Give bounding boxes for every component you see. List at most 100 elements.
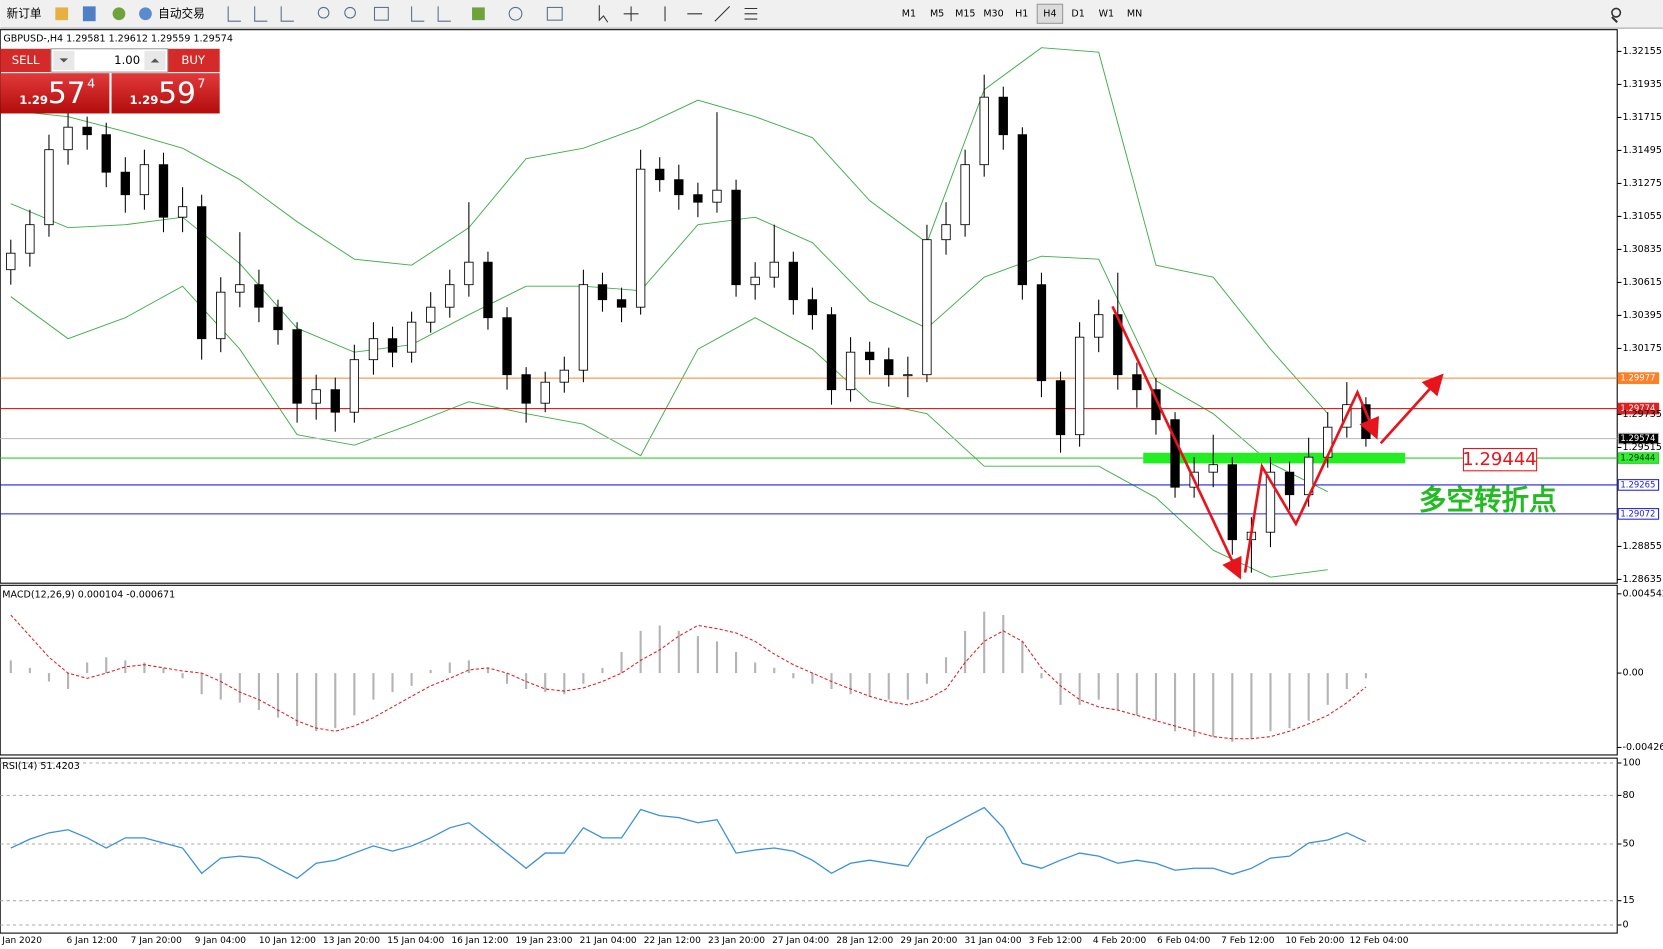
macd-bar — [200, 673, 203, 695]
new-order-button[interactable]: 新订单 — [7, 6, 42, 20]
icon[interactable] — [1611, 7, 1622, 18]
x-tick-label: 22 Jan 12:00 — [644, 936, 701, 946]
macd-bar — [1193, 673, 1196, 737]
x-tick-label: 13 Jan 20:00 — [323, 936, 380, 946]
candle-body — [1208, 464, 1218, 473]
timeframe-button[interactable]: M5 — [930, 8, 944, 19]
candle-body — [25, 224, 35, 254]
icon[interactable] — [344, 6, 356, 19]
macd-bar — [124, 660, 127, 674]
level-label: 1.29265 — [1620, 479, 1655, 489]
icon[interactable] — [373, 6, 389, 21]
candle-body — [788, 261, 798, 301]
icon[interactable] — [411, 6, 451, 22]
candle-body — [44, 149, 54, 226]
timeframe-button[interactable]: M30 — [983, 8, 1003, 19]
macd-bar — [944, 657, 948, 674]
auto-trade-button[interactable]: 自动交易 — [158, 6, 205, 20]
candle-body — [1132, 374, 1142, 391]
y-tick-label: 1.29515 — [1623, 442, 1662, 453]
icon[interactable] — [317, 6, 330, 19]
y-tick-label: 1.31275 — [1623, 178, 1662, 189]
candle-body — [960, 164, 970, 226]
timeframe-button[interactable]: MN — [1127, 8, 1142, 19]
macd-bar — [639, 630, 642, 674]
candle-body — [330, 389, 340, 413]
icon[interactable] — [227, 6, 294, 22]
level-label: 1.29574 — [1620, 433, 1655, 443]
x-tick-label: 31 Jan 04:00 — [965, 936, 1022, 946]
macd-chart: 0.004542 0.00 -0.004262 — [9, 588, 1663, 753]
buy-button[interactable] — [167, 48, 220, 73]
candle-body — [865, 351, 875, 361]
timeframe-button[interactable]: W1 — [1099, 8, 1115, 19]
candle-body — [464, 261, 474, 286]
buy-price[interactable] — [111, 73, 220, 114]
icon[interactable] — [82, 6, 96, 22]
icon[interactable] — [1611, 16, 1618, 24]
rsi-title: RSI(14) 51.4203 — [2, 761, 80, 772]
icon[interactable] — [55, 7, 69, 21]
level-label-box — [1617, 452, 1660, 464]
macd-bar — [792, 673, 795, 679]
level-label: 1.29774 — [1620, 403, 1655, 413]
macd-bar — [811, 673, 814, 684]
macd-bar — [964, 630, 967, 674]
sell-price[interactable] — [0, 73, 110, 114]
y-tick-label: 1.31495 — [1623, 145, 1662, 156]
bollinger-middle — [10, 203, 1328, 493]
rsi-pane — [0, 757, 1618, 934]
x-tick-label: 23 Jan 20:00 — [708, 936, 765, 946]
candle-body — [903, 374, 913, 377]
candle-body — [635, 168, 646, 308]
candle-body — [292, 329, 302, 404]
y-tick-label: 1.30175 — [1623, 343, 1662, 354]
timeframe-button[interactable]: D1 — [1071, 8, 1084, 19]
icon[interactable] — [546, 6, 563, 21]
macd-bar — [754, 662, 757, 674]
x-tick-label: Jan 2020 — [1, 936, 42, 946]
timeframe-button[interactable]: M15 — [955, 8, 975, 19]
lots-value: 1.00 — [114, 53, 140, 67]
order-panel: SELL BUY 1.00 1.29 57 4 1.29 59 7 — [0, 48, 220, 114]
buy-big: 1.29 — [130, 93, 159, 107]
timeframe-button[interactable]: H4 — [1043, 8, 1056, 19]
lots-field[interactable] — [50, 48, 169, 73]
x-tick-label: 15 Jan 04:00 — [387, 936, 444, 946]
sell-pips: 57 — [48, 75, 86, 110]
candle-body — [674, 179, 684, 196]
icon[interactable] — [472, 7, 485, 21]
macd-bar — [868, 673, 871, 697]
macd-bar — [467, 660, 470, 674]
icon[interactable] — [112, 7, 126, 21]
level-label: 1.29072 — [1620, 508, 1655, 518]
price-box — [1462, 447, 1538, 472]
sell-button[interactable] — [0, 48, 52, 73]
macd-bar — [563, 673, 566, 695]
macd-bar — [448, 662, 451, 674]
timeframe-button[interactable]: M1 — [902, 8, 916, 19]
timeframe-button[interactable]: H1 — [1015, 8, 1028, 19]
x-tick-label: 21 Jan 04:00 — [580, 936, 637, 946]
icon[interactable] — [508, 6, 523, 21]
candle-body — [1265, 471, 1276, 533]
candle-body — [1055, 380, 1066, 436]
candle-body — [559, 369, 569, 383]
icon[interactable] — [139, 7, 152, 21]
y-tick-label: 1.31935 — [1623, 79, 1662, 90]
macd-bar — [238, 673, 241, 703]
macd-bar — [1212, 673, 1215, 737]
macd-bar — [334, 673, 337, 729]
macd-bar — [296, 673, 299, 726]
icon[interactable] — [598, 5, 758, 23]
macd-bar — [1097, 673, 1100, 700]
candle-body — [387, 338, 398, 353]
macd-bar — [181, 673, 184, 679]
macd-bar — [1173, 673, 1177, 732]
candle-body — [216, 291, 226, 340]
macd-bar — [525, 673, 528, 689]
candle-body — [731, 189, 741, 286]
macd-bar — [410, 673, 413, 686]
candle-body — [139, 164, 150, 196]
level-label-box — [1617, 432, 1660, 445]
